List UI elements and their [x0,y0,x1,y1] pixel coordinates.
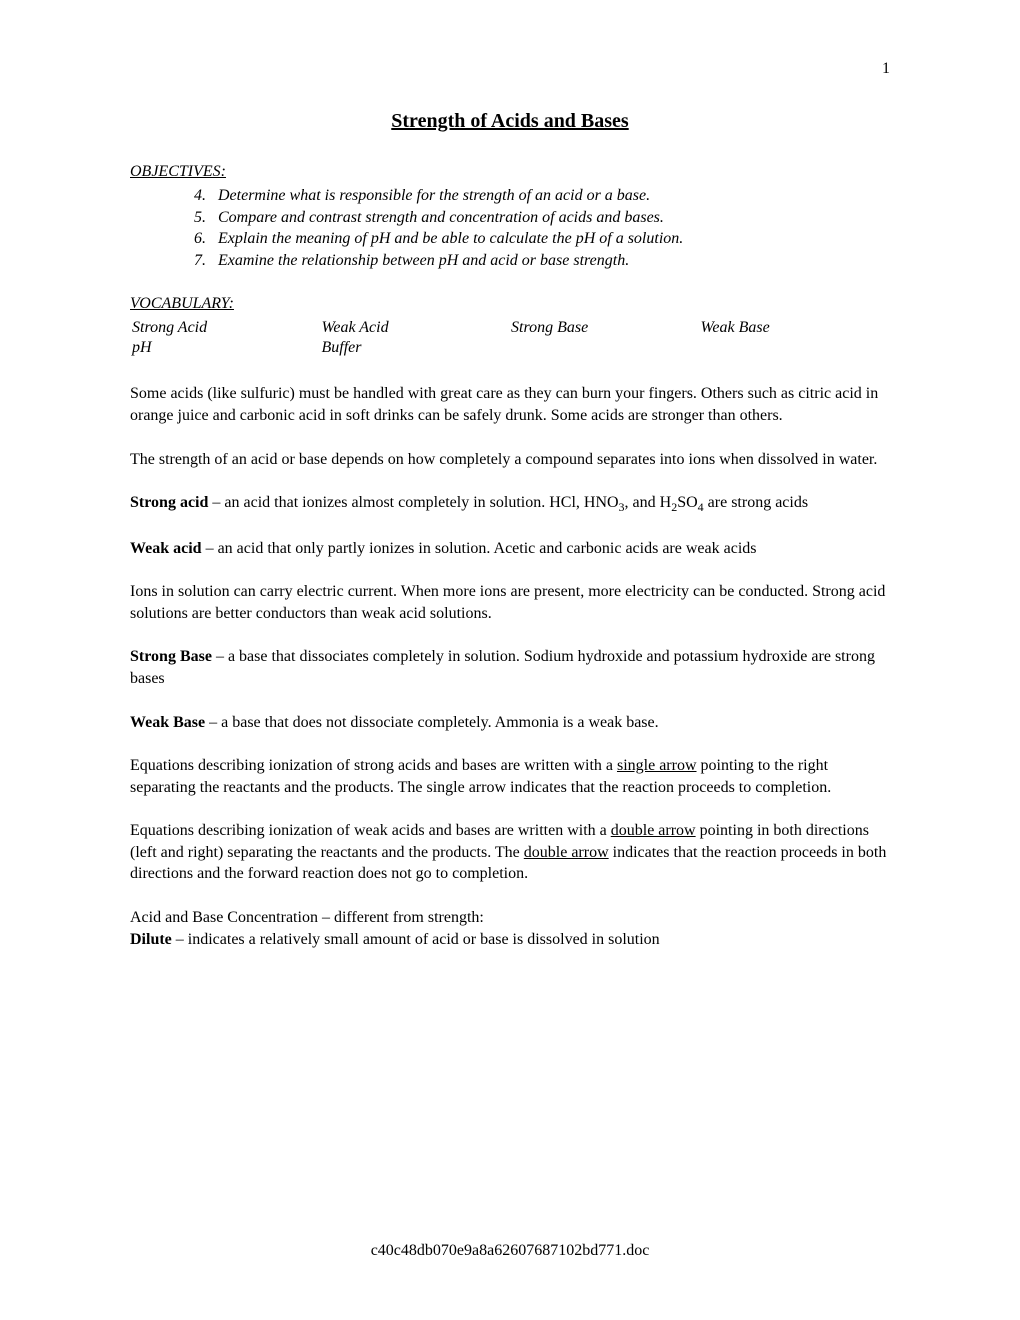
paragraph-weak-base: Weak Base – a base that does not dissoci… [130,712,890,734]
objective-num: 5. [194,209,206,226]
body-text: , and H [625,494,672,511]
paragraph-dilute: Dilute – indicates a relatively small am… [130,929,890,951]
underlined-text: double arrow [611,822,696,839]
list-item: 5. Compare and contrast strength and con… [194,207,890,229]
vocab-term: Strong Acid [132,319,320,337]
paragraph-double-arrow: Equations describing ionization of weak … [130,820,890,885]
list-item: 7. Examine the relationship between pH a… [194,250,890,272]
vocab-term: pH [132,339,320,357]
vocab-term: Buffer [322,339,510,357]
underlined-text: double arrow [524,844,609,861]
objective-text: Examine the relationship between pH and … [218,252,629,269]
body-text: Equations describing ionization of weak … [130,822,611,839]
paragraph-weak-acid: Weak acid – an acid that only partly ion… [130,538,890,560]
vocab-term [701,339,889,357]
body-text: – an acid that ionizes almost completely… [208,494,618,511]
table-row: Strong Acid Weak Acid Strong Base Weak B… [132,319,888,337]
objective-num: 4. [194,187,206,204]
underlined-text: single arrow [617,757,697,774]
vocabulary-header: VOCABULARY: [130,295,890,313]
vocab-term: Strong Base [511,319,699,337]
paragraph-ions: Ions in solution can carry electric curr… [130,581,890,624]
footer-filename: c40c48db070e9a8a62607687102bd771.doc [0,1242,1020,1260]
list-item: 6. Explain the meaning of pH and be able… [194,228,890,250]
body-text: – indicates a relatively small amount of… [172,931,660,948]
term-label: Strong Base [130,648,212,665]
objective-num: 7. [194,252,206,269]
paragraph-concentration: Acid and Base Concentration – different … [130,907,890,929]
body-text: – a base that does not dissociate comple… [205,714,659,731]
body-text: – a base that dissociates completely in … [130,648,875,687]
body-text: Equations describing ionization of stron… [130,757,617,774]
paragraph-strength: The strength of an acid or base depends … [130,449,890,471]
vocabulary-table: Strong Acid Weak Acid Strong Base Weak B… [130,317,890,359]
objective-text: Explain the meaning of pH and be able to… [218,230,683,247]
objective-num: 6. [194,230,206,247]
paragraph-single-arrow: Equations describing ionization of stron… [130,755,890,798]
body-text: SO [677,494,697,511]
paragraph-strong-acid: Strong acid – an acid that ionizes almos… [130,492,890,515]
paragraph-strong-base: Strong Base – a base that dissociates co… [130,646,890,689]
body-text: – an acid that only partly ionizes in so… [202,540,757,557]
body-text: are strong acids [704,494,808,511]
objectives-header: OBJECTIVES: [130,163,890,181]
term-label: Weak acid [130,540,202,557]
paragraph-intro: Some acids (like sulfuric) must be handl… [130,383,890,426]
objective-text: Compare and contrast strength and concen… [218,209,664,226]
table-row: pH Buffer [132,339,888,357]
vocab-term [511,339,699,357]
page-title: Strength of Acids and Bases [130,110,890,133]
term-label: Strong acid [130,494,208,511]
vocab-term: Weak Acid [322,319,510,337]
list-item: 4. Determine what is responsible for the… [194,185,890,207]
vocab-term: Weak Base [701,319,889,337]
objectives-list: 4. Determine what is responsible for the… [130,185,890,271]
term-label: Dilute [130,931,172,948]
page-number: 1 [882,60,890,78]
term-label: Weak Base [130,714,205,731]
objective-text: Determine what is responsible for the st… [218,187,650,204]
